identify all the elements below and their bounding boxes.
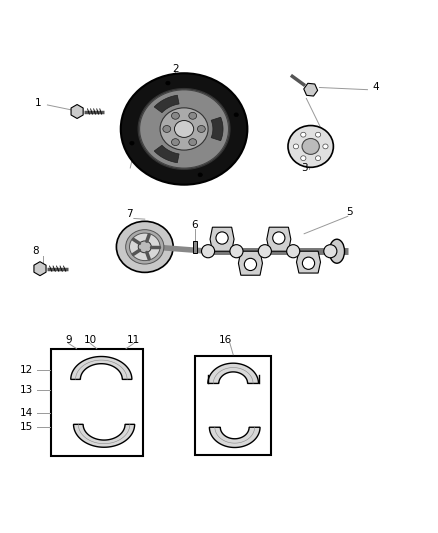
Polygon shape <box>154 95 179 112</box>
Text: 7: 7 <box>126 209 133 219</box>
Ellipse shape <box>302 139 319 155</box>
Ellipse shape <box>244 259 257 271</box>
Polygon shape <box>74 424 134 447</box>
Bar <box>51 350 143 456</box>
Ellipse shape <box>293 144 299 149</box>
Ellipse shape <box>189 112 197 119</box>
Ellipse shape <box>287 245 300 258</box>
Text: 2: 2 <box>172 64 179 74</box>
Polygon shape <box>297 251 321 273</box>
Polygon shape <box>267 227 291 251</box>
Text: 8: 8 <box>32 246 39 256</box>
Ellipse shape <box>117 221 173 272</box>
Text: 10: 10 <box>84 335 97 345</box>
Ellipse shape <box>166 81 170 85</box>
Ellipse shape <box>138 241 151 253</box>
Ellipse shape <box>301 132 306 137</box>
Ellipse shape <box>230 245 243 258</box>
Text: 5: 5 <box>346 207 353 217</box>
Ellipse shape <box>301 156 306 160</box>
Ellipse shape <box>288 126 333 167</box>
Text: 12: 12 <box>19 366 33 375</box>
Ellipse shape <box>130 141 134 145</box>
Ellipse shape <box>323 144 328 149</box>
Polygon shape <box>71 357 132 379</box>
Ellipse shape <box>189 139 197 146</box>
Ellipse shape <box>121 73 247 184</box>
Text: 6: 6 <box>192 220 198 230</box>
Text: 16: 16 <box>219 335 232 345</box>
Polygon shape <box>238 251 262 275</box>
Polygon shape <box>208 363 258 383</box>
Ellipse shape <box>234 113 238 117</box>
Ellipse shape <box>273 232 285 244</box>
Ellipse shape <box>172 112 179 119</box>
Ellipse shape <box>160 108 208 150</box>
Ellipse shape <box>315 132 321 137</box>
Text: 13: 13 <box>19 385 33 394</box>
Text: 4: 4 <box>373 83 379 93</box>
Polygon shape <box>211 117 223 141</box>
Ellipse shape <box>174 120 194 138</box>
Ellipse shape <box>138 88 230 169</box>
Ellipse shape <box>216 232 228 244</box>
Polygon shape <box>210 227 234 251</box>
Ellipse shape <box>258 245 272 258</box>
Polygon shape <box>71 104 83 118</box>
Polygon shape <box>154 146 179 163</box>
Polygon shape <box>34 262 46 276</box>
Text: 1: 1 <box>35 98 41 108</box>
Ellipse shape <box>198 125 205 132</box>
Ellipse shape <box>324 245 337 258</box>
Bar <box>193 241 197 253</box>
Text: 9: 9 <box>65 335 72 345</box>
Ellipse shape <box>130 233 160 261</box>
Text: 14: 14 <box>19 408 33 418</box>
Ellipse shape <box>140 90 229 168</box>
Text: 3: 3 <box>301 163 307 173</box>
Bar <box>195 356 272 455</box>
Polygon shape <box>209 427 260 448</box>
Ellipse shape <box>329 239 345 263</box>
Ellipse shape <box>163 125 171 132</box>
Ellipse shape <box>201 245 215 258</box>
Text: 11: 11 <box>127 335 141 345</box>
Ellipse shape <box>172 139 179 146</box>
Ellipse shape <box>302 257 314 269</box>
Polygon shape <box>304 83 318 96</box>
Text: 15: 15 <box>19 422 33 432</box>
Ellipse shape <box>315 156 321 160</box>
Ellipse shape <box>198 173 202 177</box>
Ellipse shape <box>126 230 164 264</box>
